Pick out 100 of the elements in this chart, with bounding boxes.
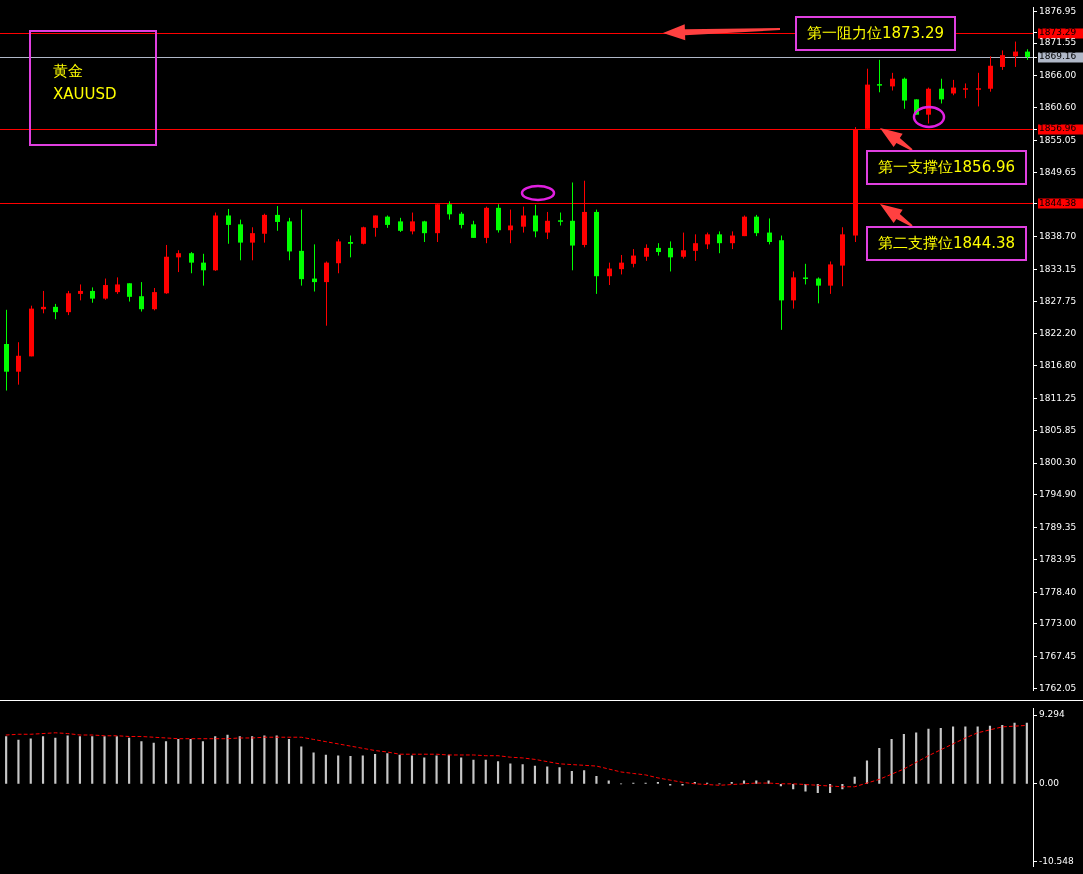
bar (902, 733, 905, 784)
candlestick (877, 59, 882, 93)
line-series (5, 724, 1028, 788)
bar (583, 770, 586, 784)
bar (1013, 722, 1016, 784)
bar (853, 776, 856, 784)
bar (410, 755, 414, 784)
y-tick-label: 1811.25 (1039, 392, 1077, 403)
bar (558, 767, 561, 784)
candlestick (250, 226, 255, 261)
bar (324, 754, 327, 784)
candlestick (336, 238, 341, 274)
candlestick (152, 287, 157, 311)
bar (939, 728, 942, 784)
y-tick-label: 1844.38 (1039, 197, 1077, 208)
y-tick-label: 1800.30 (1039, 457, 1077, 468)
bar (595, 776, 598, 784)
candlestick (66, 290, 71, 316)
bar (214, 736, 217, 784)
candlestick (201, 253, 206, 287)
y-tick-label: 0.00 (1039, 778, 1060, 789)
candlestick (668, 240, 673, 272)
y-tick-label: 1849.65 (1039, 166, 1077, 177)
candlestick (226, 208, 231, 245)
ref-line-label: 第一阻力位1873.29 (795, 15, 957, 51)
bar (226, 734, 229, 784)
bar (337, 755, 340, 784)
y-tick-label: 1805.85 (1039, 424, 1077, 435)
bar (964, 726, 967, 784)
candlestick (607, 262, 612, 286)
y-tick-label: 9.294 (1039, 709, 1066, 720)
candlestick (803, 263, 808, 285)
y-tick-label: 1876.95 (1039, 5, 1077, 16)
bar (78, 736, 82, 784)
bar (361, 755, 364, 784)
bar (189, 739, 192, 784)
candlestick (348, 235, 353, 258)
bar (312, 752, 315, 784)
candlestick (976, 72, 981, 107)
bar (275, 735, 278, 784)
bar (29, 738, 32, 784)
bar (533, 765, 537, 784)
candlestick (693, 233, 698, 262)
bar (54, 737, 57, 784)
y-tick-label: 1783.95 (1039, 553, 1077, 564)
bar (103, 736, 106, 784)
candlestick (262, 213, 267, 244)
bar (435, 755, 438, 784)
bar (1001, 725, 1004, 784)
bar (5, 736, 8, 784)
y-tick-label: 1778.40 (1039, 586, 1077, 597)
candlestick (1000, 49, 1005, 71)
y-tick-label: 1838.70 (1039, 231, 1077, 242)
bar (251, 736, 254, 784)
y-tick-label: 1767.45 (1039, 651, 1077, 662)
candlestick (631, 248, 636, 268)
candlestick (275, 205, 280, 232)
bar (41, 736, 45, 784)
candlestick (681, 232, 686, 260)
bar (128, 737, 131, 784)
candlestick (754, 214, 759, 237)
bar (115, 736, 118, 784)
y-tick-label: 1789.35 (1039, 521, 1077, 532)
candlestick (533, 204, 538, 238)
bar (201, 741, 204, 784)
candlestick (496, 203, 501, 234)
candlestick (103, 278, 108, 301)
bar (570, 770, 573, 784)
bar (263, 735, 266, 784)
bar (915, 732, 918, 784)
candlestick (619, 254, 624, 275)
candlestick (521, 206, 526, 234)
y-tick-label: 1873.29 (1039, 27, 1077, 38)
bar (398, 754, 401, 784)
y-tick-label: 1773.00 (1039, 618, 1077, 629)
candlestick (988, 55, 993, 93)
y-tick-label: 1860.60 (1039, 101, 1077, 112)
candlestick (410, 212, 415, 235)
bar (804, 783, 807, 792)
y-tick-label: 1866.00 (1039, 70, 1077, 81)
bar (287, 739, 291, 784)
bar (927, 728, 930, 784)
ref-line-label: 第一支撑位1856.96 (866, 150, 1028, 186)
bar (521, 764, 524, 784)
bar (349, 756, 352, 784)
bar (878, 747, 881, 784)
candlestick (816, 276, 821, 304)
bar (177, 739, 180, 784)
bar (890, 739, 893, 784)
candlestick (902, 77, 907, 110)
candlestick (189, 251, 194, 274)
y-tick-label: 1822.20 (1039, 328, 1077, 339)
bar (140, 741, 143, 784)
bar (496, 761, 500, 784)
y-tick-label: 1833.15 (1039, 263, 1077, 274)
candlestick (939, 78, 944, 104)
y-tick-label: 1827.75 (1039, 295, 1077, 306)
y-tick-label: 1855.05 (1039, 134, 1077, 145)
candlestick (139, 281, 144, 313)
bar (300, 746, 303, 784)
